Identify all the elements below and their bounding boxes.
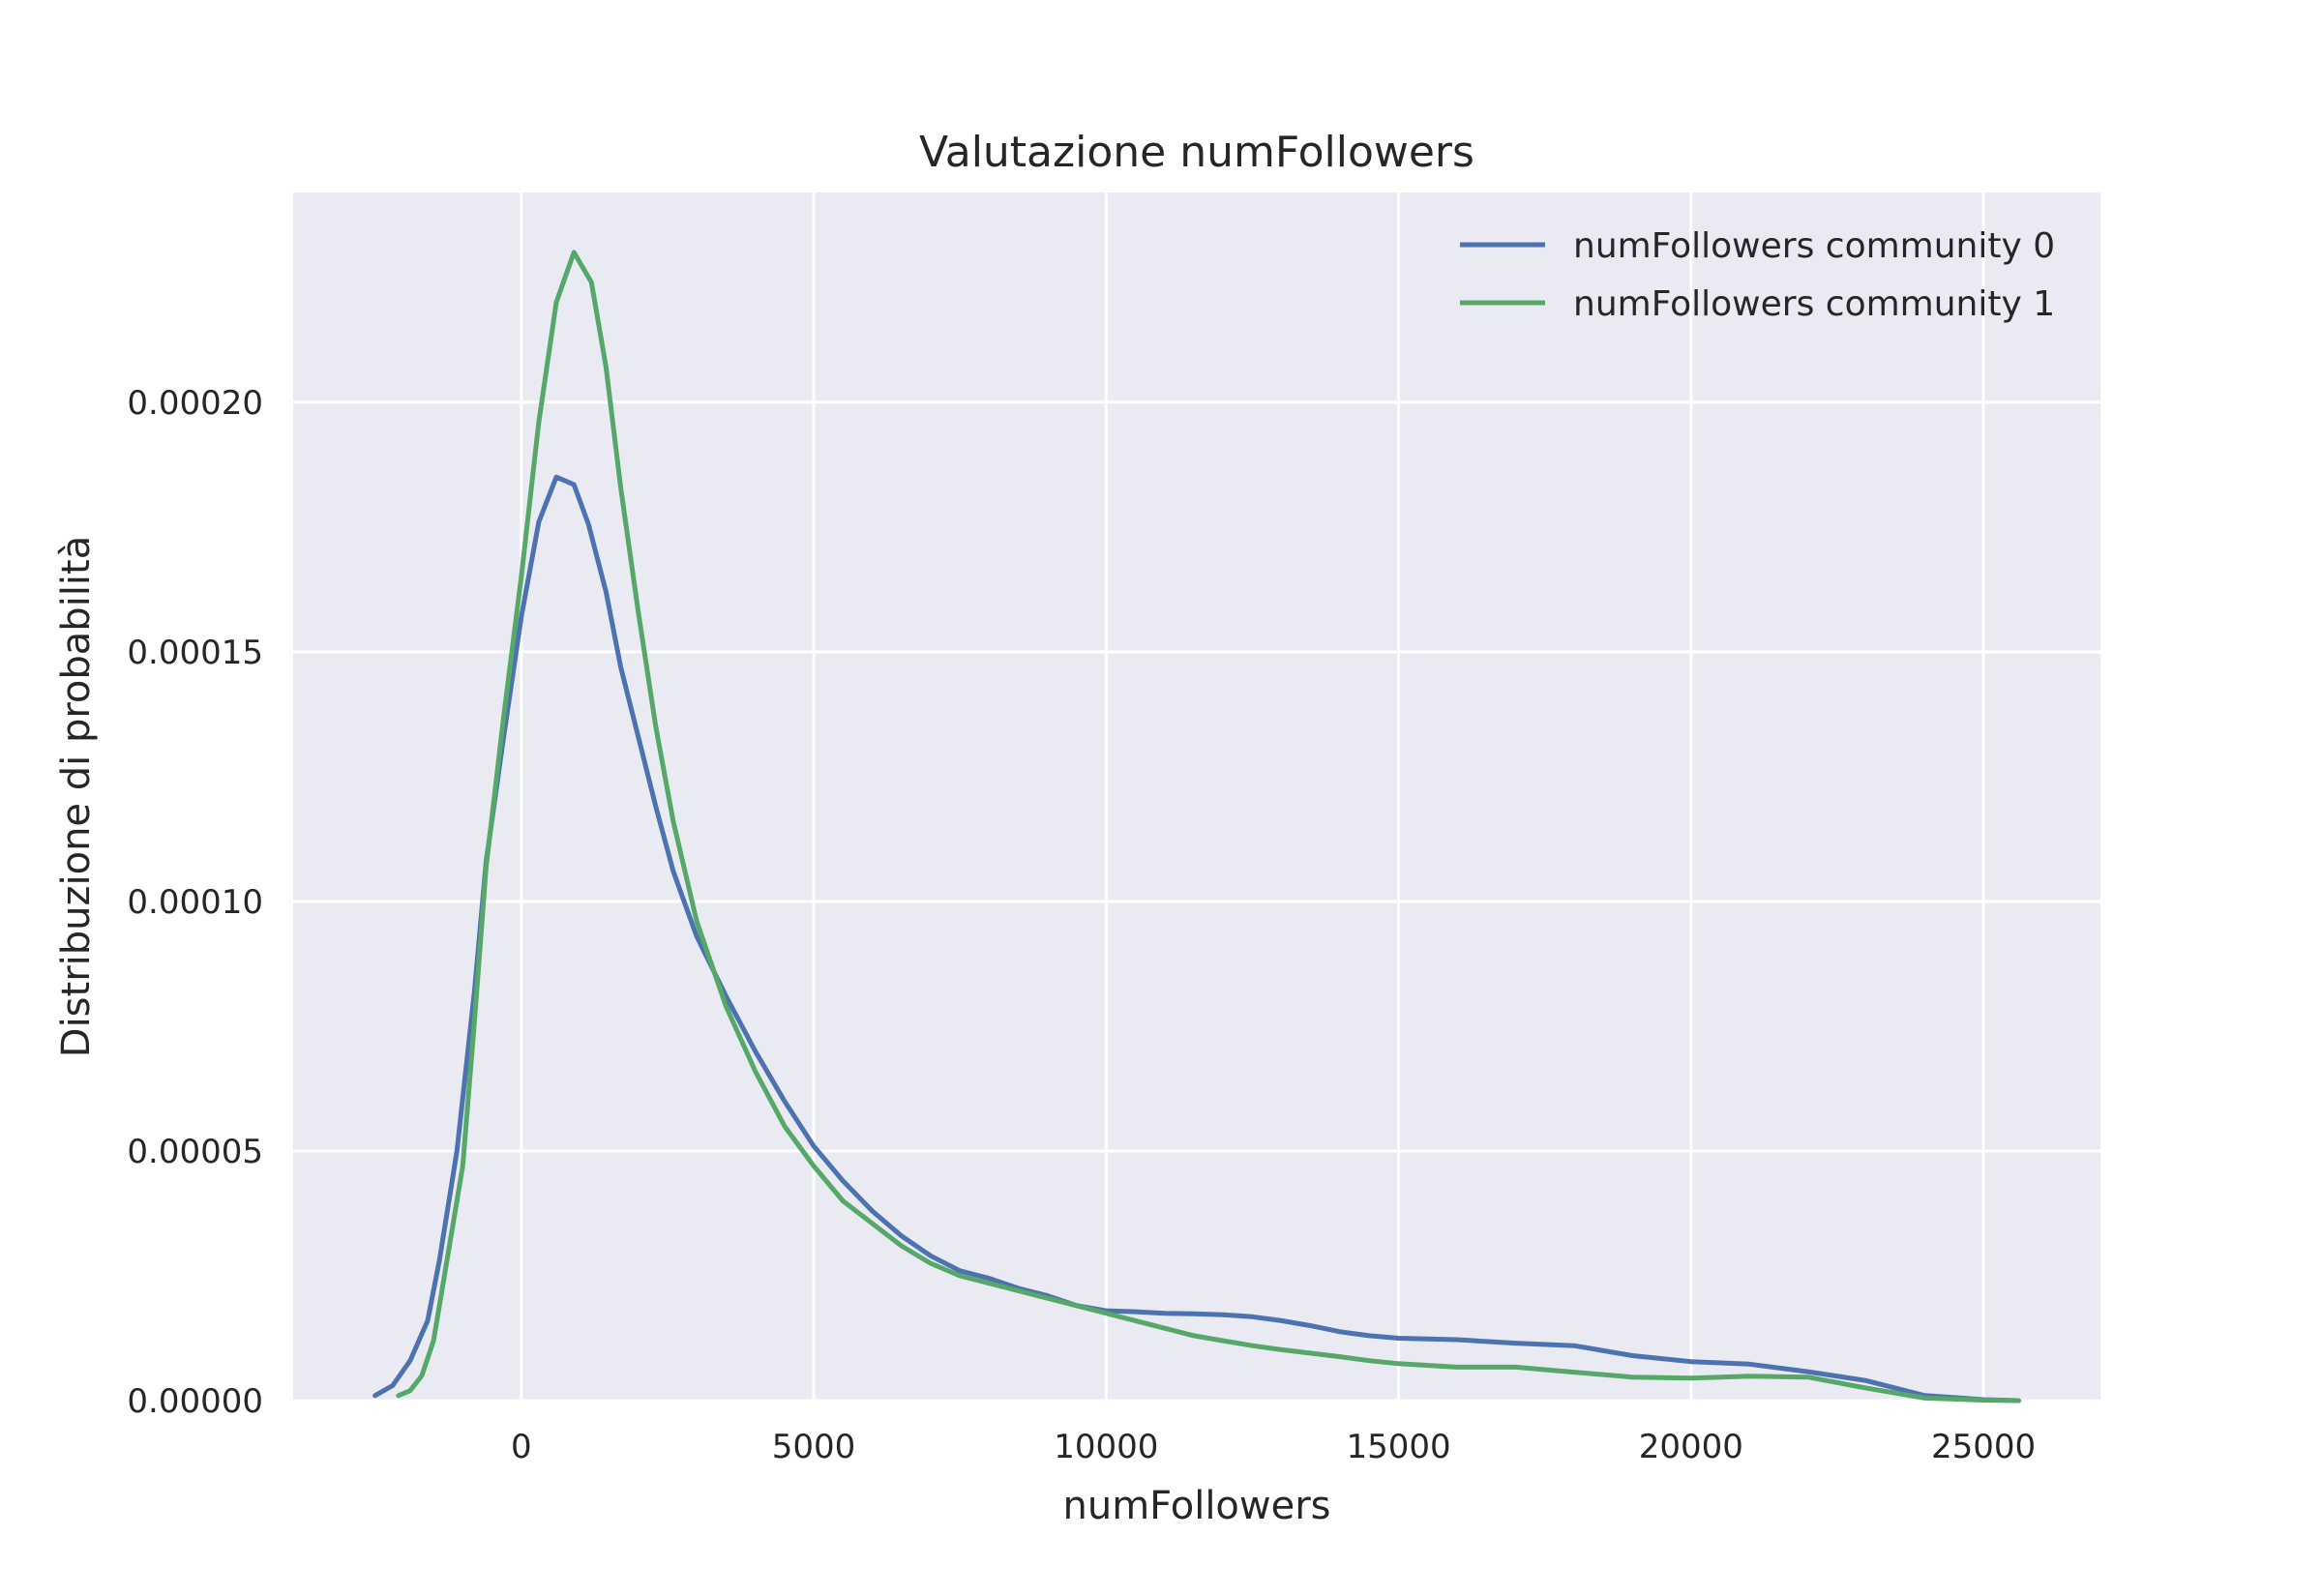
x-axis-label: numFollowers xyxy=(1062,1484,1330,1528)
grid xyxy=(293,192,2100,1403)
y-axis-label: Distribuzione di probabilità xyxy=(54,536,99,1057)
legend-label-0: numFollowers community 0 xyxy=(1573,226,2055,266)
x-tick-label: 20000 xyxy=(1639,1428,1743,1466)
x-tick-label: 0 xyxy=(511,1428,532,1466)
x-tick-label: 10000 xyxy=(1054,1428,1158,1466)
y-tick-label: 0.00005 xyxy=(127,1133,263,1171)
series-line-1 xyxy=(396,250,2021,1404)
x-tick-label: 25000 xyxy=(1931,1428,2036,1466)
y-axis-ticks: 0.00000 0.00005 0.00010 0.00015 0.00020 xyxy=(127,384,263,1421)
y-tick-label: 0.00000 xyxy=(127,1382,263,1421)
x-tick-label: 15000 xyxy=(1346,1428,1450,1466)
legend-label-1: numFollowers community 1 xyxy=(1573,284,2055,324)
x-tick-label: 5000 xyxy=(772,1428,856,1466)
legend: numFollowers community 0 numFollowers com… xyxy=(1460,226,2055,324)
series-line-0 xyxy=(372,474,2021,1404)
plot-area xyxy=(293,192,2100,1401)
chart-title: Valutazione numFollowers xyxy=(919,128,1474,177)
series-lines xyxy=(372,250,2021,1404)
y-tick-label: 0.00020 xyxy=(127,384,263,423)
y-tick-label: 0.00015 xyxy=(127,634,263,672)
y-tick-label: 0.00010 xyxy=(127,883,263,922)
x-axis-ticks: 0 5000 10000 15000 20000 25000 xyxy=(511,1428,2036,1466)
